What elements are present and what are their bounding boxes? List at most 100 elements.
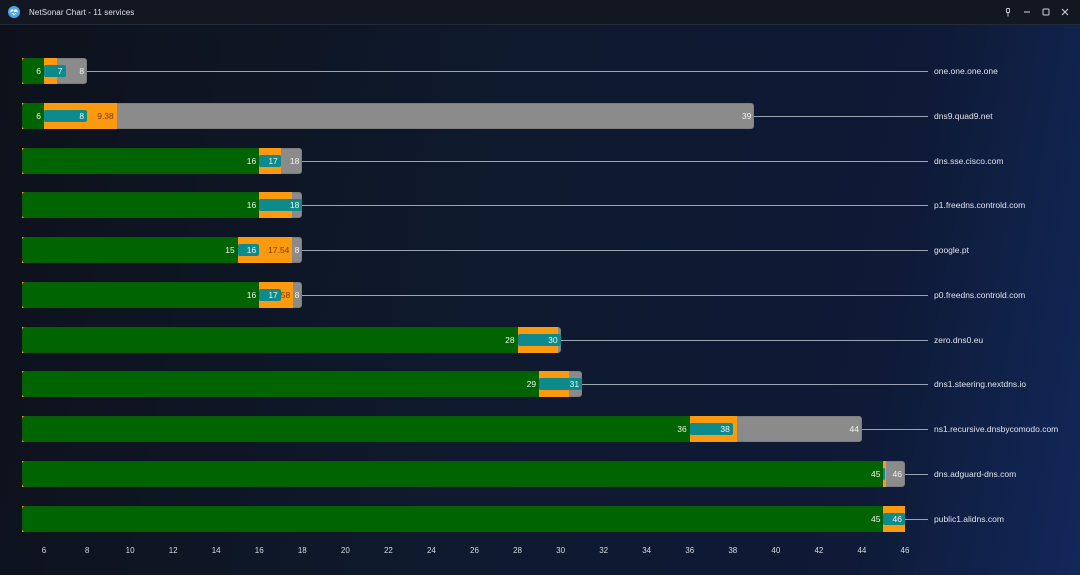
x-axis: 6 8 10 12 14 16 18 20 22 24 26 28 30 32 34 36 38 40 42 44 46 (0, 546, 1080, 560)
host-label: dns9.quad9.net (934, 111, 993, 121)
leader-line (861, 429, 928, 430)
bar-min-segment[interactable] (22, 371, 540, 397)
bar-min-segment[interactable] (22, 506, 884, 532)
x-axis-tick: 36 (685, 546, 695, 555)
min-label: 16 (246, 156, 257, 166)
max-label: 44 (849, 424, 859, 434)
x-axis-tick: 20 (340, 546, 350, 555)
host-label: public1.alidns.com (934, 514, 1004, 524)
x-axis-tick: 6 (41, 546, 47, 555)
chart-row: 46 45 public1.alidns.com (0, 506, 1080, 534)
host-label: ns1.recursive.dnsbycomodo.com (934, 424, 1059, 434)
leader-line (302, 161, 928, 162)
min-label: 15 (225, 245, 235, 255)
median-label: 17 (268, 156, 278, 166)
bar-min-segment[interactable] (22, 282, 260, 308)
median-label: 30 (548, 335, 558, 345)
min-label: 45 (871, 514, 881, 524)
median-label: 46 (892, 514, 902, 524)
max-label: 8 (79, 66, 85, 76)
bar-median-segment[interactable] (237, 244, 260, 256)
bar-min-segment[interactable] (22, 416, 690, 442)
host-label: p0.freedns.controld.com (934, 290, 1026, 300)
host-label: zero.dns0.eu (934, 335, 984, 345)
leader-line (905, 519, 928, 520)
min-label: 16 (246, 200, 257, 210)
chart-row: 8 17.54 16 15 google.pt (0, 237, 1080, 265)
max-label: 8 (294, 245, 300, 255)
min-label: 45 (871, 469, 881, 479)
median-label: 38 (720, 424, 730, 434)
min-label: 28 (505, 335, 515, 345)
x-axis-tick: 32 (599, 546, 609, 555)
host-label: one.one.one.one (934, 66, 998, 76)
max-label: 39 (741, 111, 752, 121)
bar-min-segment[interactable] (22, 103, 44, 129)
window-title: NetSonar Chart - 11 services (29, 7, 135, 17)
x-axis-tick: 40 (771, 546, 781, 555)
bar-median-segment[interactable] (259, 155, 281, 167)
chart-row: 30 28 zero.dns0.eu (0, 327, 1080, 355)
chart-row: 18 16 p1.freedns.controld.com (0, 192, 1080, 220)
bar-min-segment[interactable] (22, 148, 260, 174)
bar-median-segment[interactable] (883, 513, 905, 525)
bar-median-segment[interactable] (44, 65, 66, 77)
bar-median-segment[interactable] (44, 110, 88, 122)
bar-median-segment[interactable] (689, 423, 733, 435)
close-icon[interactable] (1055, 2, 1074, 22)
x-axis-tick: 10 (125, 546, 135, 555)
x-axis-tick: 14 (211, 546, 221, 555)
minimize-icon[interactable] (1017, 2, 1036, 22)
max-label: 8 (294, 290, 300, 300)
x-axis-tick: 38 (728, 546, 738, 555)
leader-line (302, 205, 928, 206)
x-axis-tick: 42 (814, 546, 824, 555)
maximize-icon[interactable] (1036, 2, 1055, 22)
x-axis-tick: 28 (513, 546, 522, 555)
leader-line (302, 295, 928, 296)
pin-icon[interactable] (998, 2, 1017, 22)
x-axis-tick: 8 (84, 546, 90, 555)
median-label: 18 (289, 200, 300, 210)
host-label: dns.sse.cisco.com (934, 156, 1004, 166)
bar-median-segment[interactable] (539, 378, 583, 390)
bar-median-segment[interactable] (259, 199, 303, 211)
bar-max-segment[interactable] (22, 103, 755, 129)
x-axis-tick: 18 (297, 546, 307, 555)
leader-line (582, 384, 928, 385)
max-label: 46 (892, 469, 902, 479)
leader-line (560, 340, 928, 341)
bar-min-segment[interactable] (22, 327, 518, 353)
median-label: 17 (268, 290, 278, 300)
bar-median-segment[interactable] (883, 468, 886, 480)
app-icon (8, 6, 20, 18)
median-label: 31 (569, 379, 580, 389)
median-label: 16 (246, 245, 257, 255)
host-label: dns1.steering.nextdns.io (934, 379, 1027, 389)
x-axis-tick: 26 (470, 546, 479, 555)
host-label: dns.adguard-dns.com (934, 469, 1017, 479)
x-axis-tick: 24 (426, 546, 436, 555)
chart-row: 8 58 17 16 p0.freedns.controld.com (0, 282, 1080, 310)
median-label: 7 (57, 66, 63, 76)
chart-row: 39 9.38 8 6 dns9.quad9.net (0, 103, 1080, 131)
bar-min-segment[interactable] (22, 237, 238, 263)
min-label: 6 (36, 66, 41, 76)
bar-min-segment[interactable] (22, 58, 44, 84)
x-axis-tick: 34 (642, 546, 652, 555)
median-label: 8 (79, 111, 85, 121)
min-label: 36 (677, 424, 687, 434)
x-axis-tick: 12 (168, 546, 178, 555)
chart-row: 44 38 36 ns1.recursive.dnsbycomodo.com (0, 416, 1080, 444)
leader-line (905, 474, 928, 475)
bar-min-segment[interactable] (22, 192, 260, 218)
x-axis-tick: 46 (900, 546, 910, 555)
bar-min-segment[interactable] (22, 461, 884, 487)
bar-median-segment[interactable] (517, 334, 561, 346)
window-controls (998, 0, 1074, 24)
x-axis-tick: 30 (556, 546, 566, 555)
chart-row: 46 45 dns.adguard-dns.com (0, 461, 1080, 489)
chart-plot-area: 8 7 6 one.one.one.one 39 9.38 8 6 dns9.quad9.net… (0, 25, 1080, 575)
bar-median-segment[interactable] (259, 289, 281, 301)
host-label: p1.freedns.controld.com (934, 200, 1026, 210)
